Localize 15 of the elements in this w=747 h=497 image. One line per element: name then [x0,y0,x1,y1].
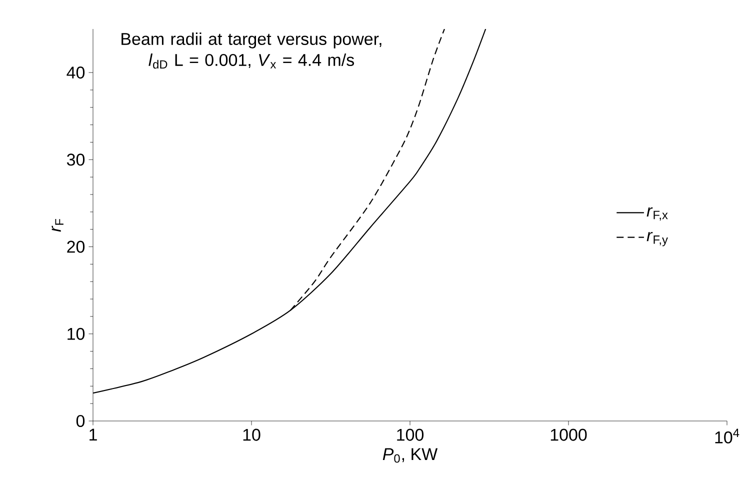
x-tick-label: 1 [90,428,97,440]
y-axis-title: r$_{F}$ [52,218,64,232]
y-tick-label: 20 [67,240,85,253]
y-tick-label: 40 [66,66,85,79]
text: Beam radii at target versus power, l$_{dD}$ L = 0.001, V$_{x}$ = 4.4 m/s [122,32,382,69]
x-tick-label: 10$^{4}$ [715,428,740,444]
x-tick-label: 10 [243,428,260,441]
y-tick-label: 10 [68,328,85,340]
y-tick-label: 0 [76,414,85,428]
x-tick-label: 100 [397,428,424,441]
legend-label: r$_{F,x}$ [646,207,668,221]
x-tick-label: 1000 [550,428,587,441]
legend-label: r$_{F,y}$ [646,232,668,246]
y-tick-label: 30 [66,154,85,166]
x-axis-title: P$_{0}$, KW [382,448,438,463]
